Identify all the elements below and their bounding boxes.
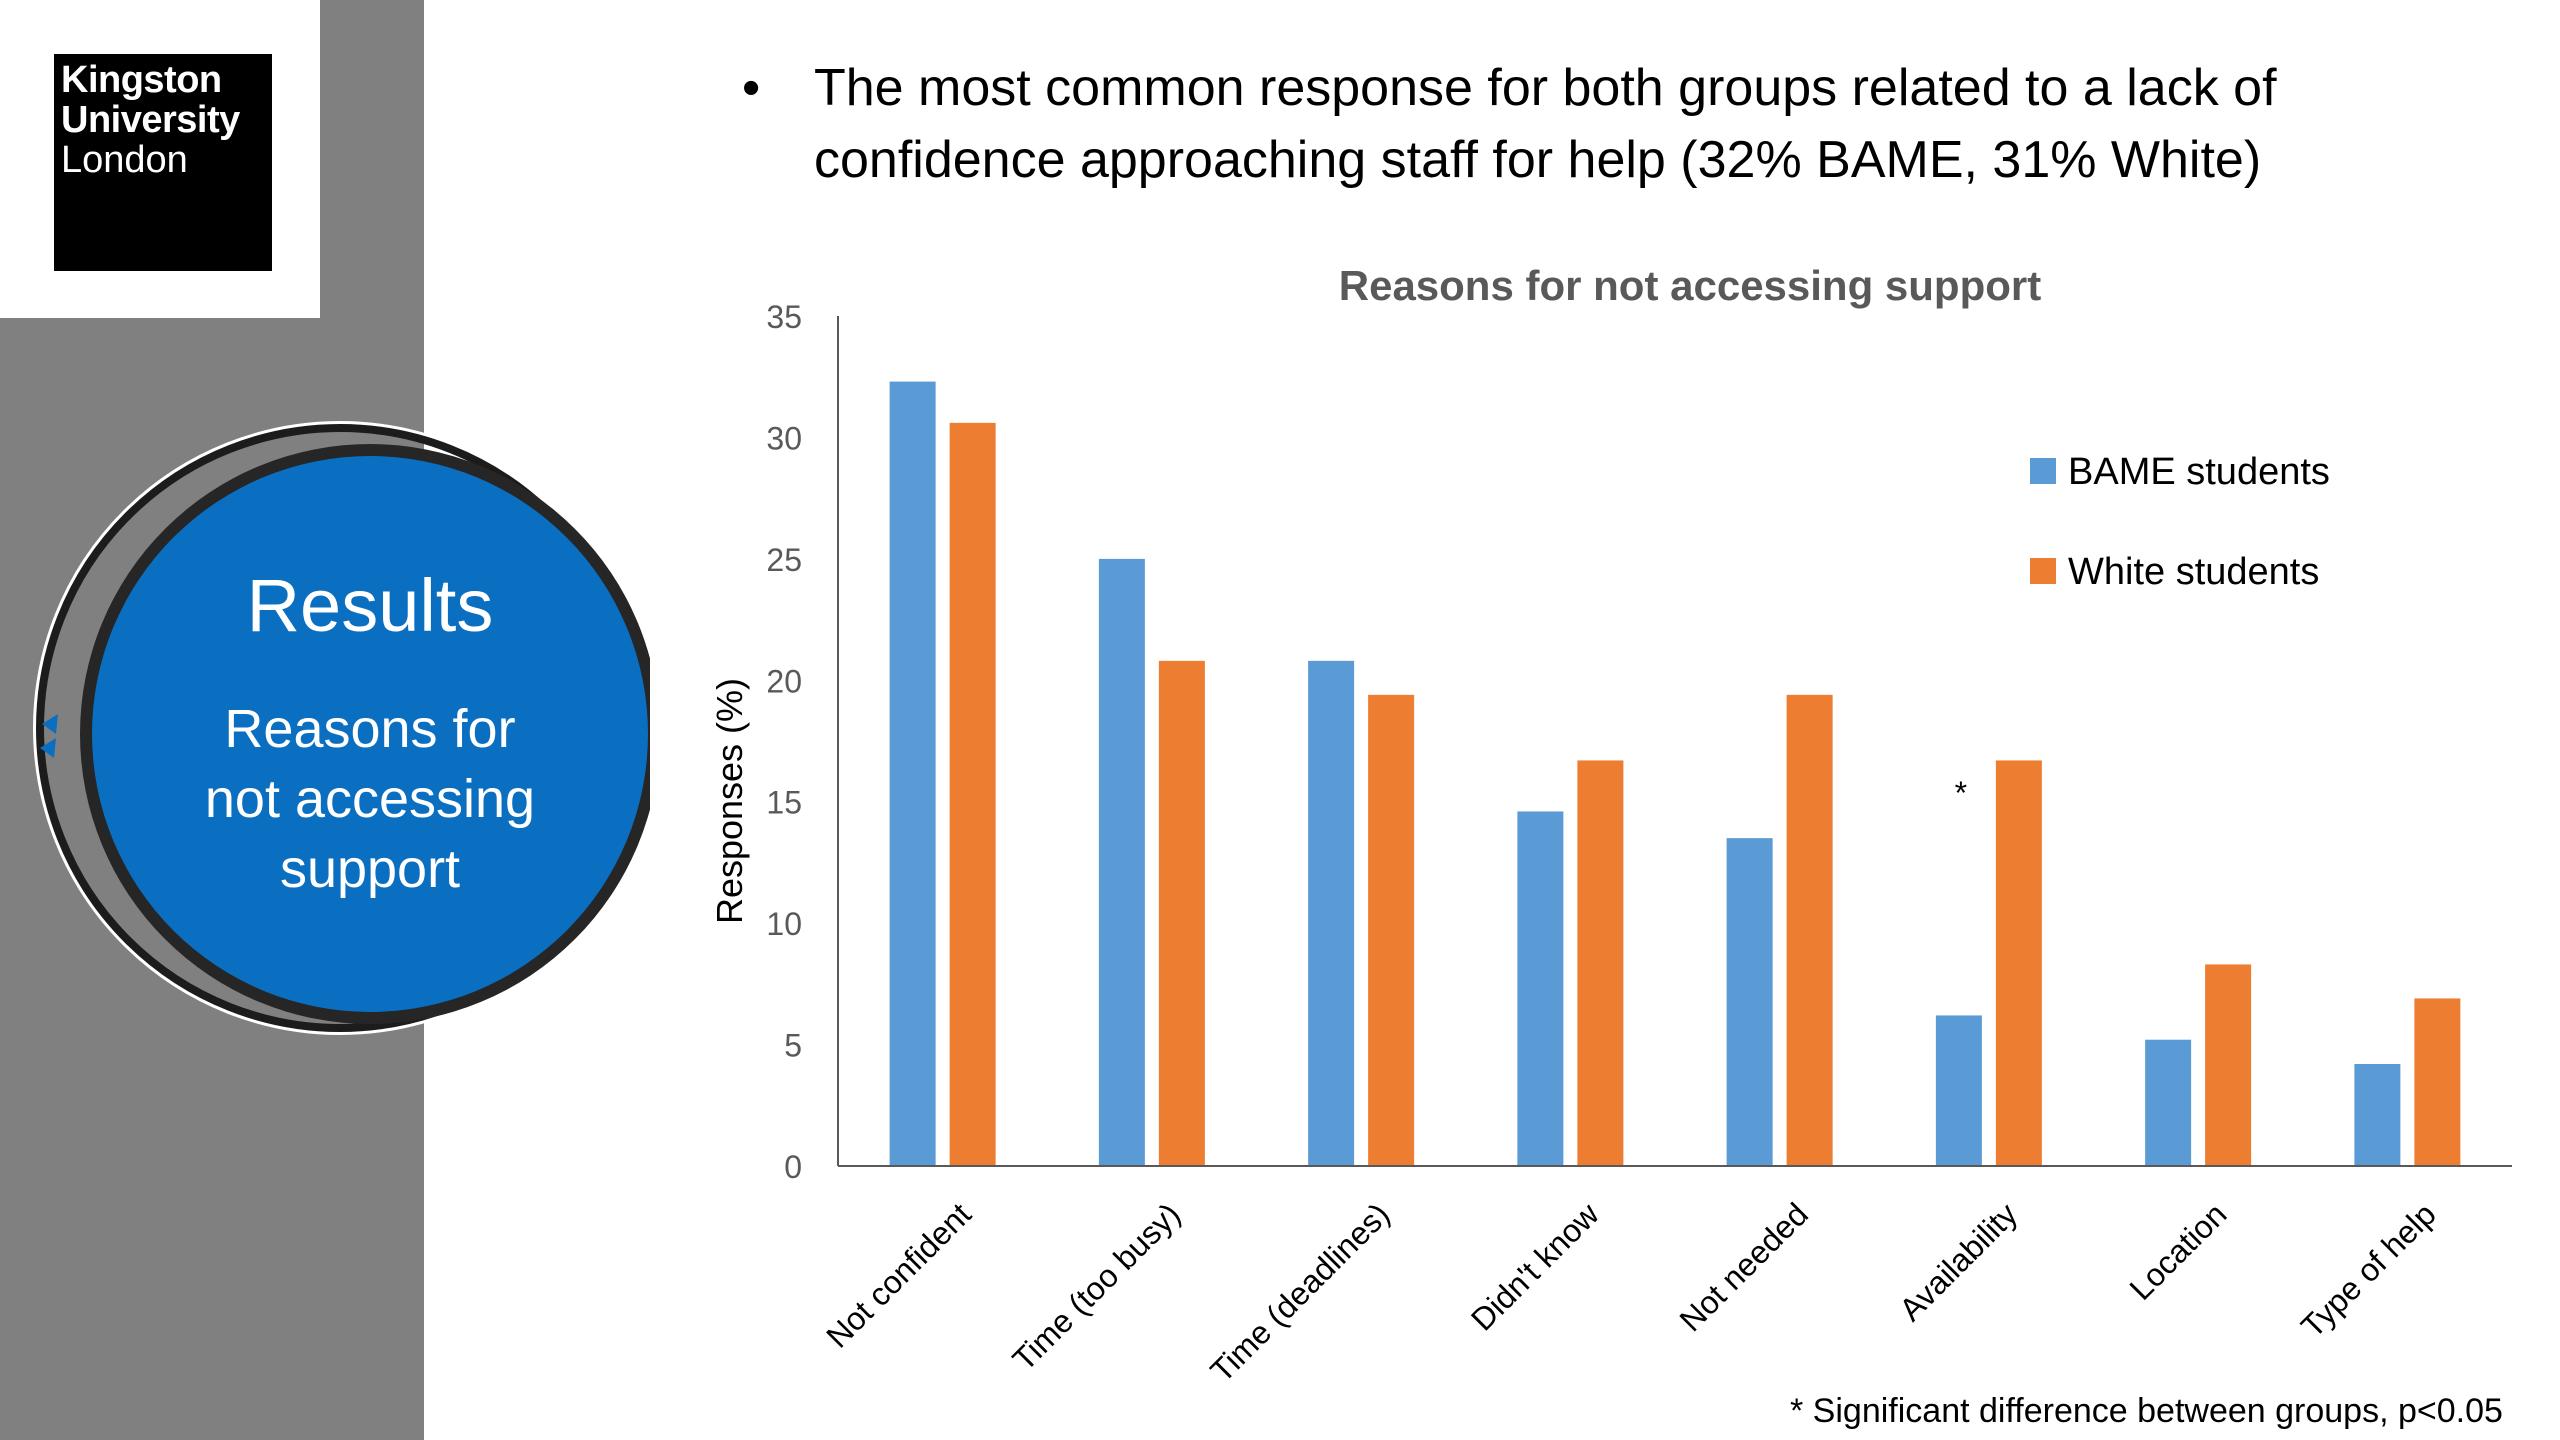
bullet-dot-icon: • — [742, 59, 761, 117]
chart-title: Reasons for not accessing support — [1339, 262, 2041, 309]
y-tick-label: 0 — [784, 1149, 802, 1185]
significance-footnote: * Significant difference between groups,… — [1790, 1392, 2503, 1430]
y-tick-label: 35 — [766, 299, 802, 335]
section-circle-text: Results Reasons for not accessing suppor… — [92, 456, 648, 1012]
bar-bame — [889, 381, 936, 1167]
y-tick-label: 25 — [766, 542, 802, 578]
kingston-university-logo: Kingston University London — [54, 54, 272, 271]
x-tick-label: Availability — [1892, 1196, 2024, 1328]
logo-line-1: Kingston — [61, 59, 222, 101]
bar-white — [949, 422, 996, 1166]
y-tick-label: 20 — [766, 663, 802, 699]
bar-white — [2414, 998, 2461, 1166]
bar-bame — [1517, 811, 1564, 1166]
logo-line-3: London — [61, 139, 188, 181]
bar-white — [1577, 760, 1624, 1166]
x-tick-label: Location — [2122, 1196, 2233, 1307]
bar-bame — [2354, 1064, 2401, 1166]
bar-bame — [1098, 558, 1145, 1166]
bar-white — [1995, 760, 2042, 1166]
bar-bame — [1935, 1015, 1982, 1166]
x-tick-label: Time (deadlines) — [1203, 1196, 1396, 1389]
y-tick-label: 30 — [766, 420, 802, 456]
section-subtitle: Reasons for not accessing support — [204, 699, 536, 899]
significance-marker: * — [1955, 775, 1967, 811]
bullet-text: The most common response for both groups… — [814, 59, 2277, 189]
x-tick-label: Not confident — [819, 1196, 978, 1355]
section-circle-graphic — [33, 421, 650, 1035]
legend-label: White students — [2068, 551, 2319, 593]
legend-label: BAME students — [2068, 451, 2330, 493]
y-tick-label: 5 — [784, 1028, 802, 1064]
y-axis-label: Responses (%) — [709, 678, 750, 924]
bar-white — [1368, 694, 1415, 1166]
logo-line-2: University — [61, 99, 240, 141]
x-tick-label: Not needed — [1673, 1196, 1815, 1338]
bar-white — [2205, 964, 2252, 1166]
bar-bame — [1308, 660, 1355, 1166]
y-tick-label: 15 — [766, 785, 802, 821]
bar-white — [1786, 694, 1833, 1166]
logo-area: Kingston University London — [0, 0, 320, 318]
bar-bame — [2145, 1039, 2192, 1166]
section-circle: Results Reasons for not accessing suppor… — [30, 418, 650, 1038]
section-title: Results — [246, 564, 494, 647]
y-tick-label: 10 — [766, 906, 802, 942]
legend-swatch — [2030, 558, 2056, 584]
x-tick-label: Type of help — [2294, 1196, 2443, 1345]
legend-swatch — [2030, 458, 2056, 484]
x-tick-label: Time (too busy) — [1005, 1196, 1187, 1378]
x-tick-label: Didn't know — [1464, 1195, 1606, 1337]
bar-white — [1158, 660, 1205, 1166]
bar-bame — [1726, 838, 1773, 1166]
